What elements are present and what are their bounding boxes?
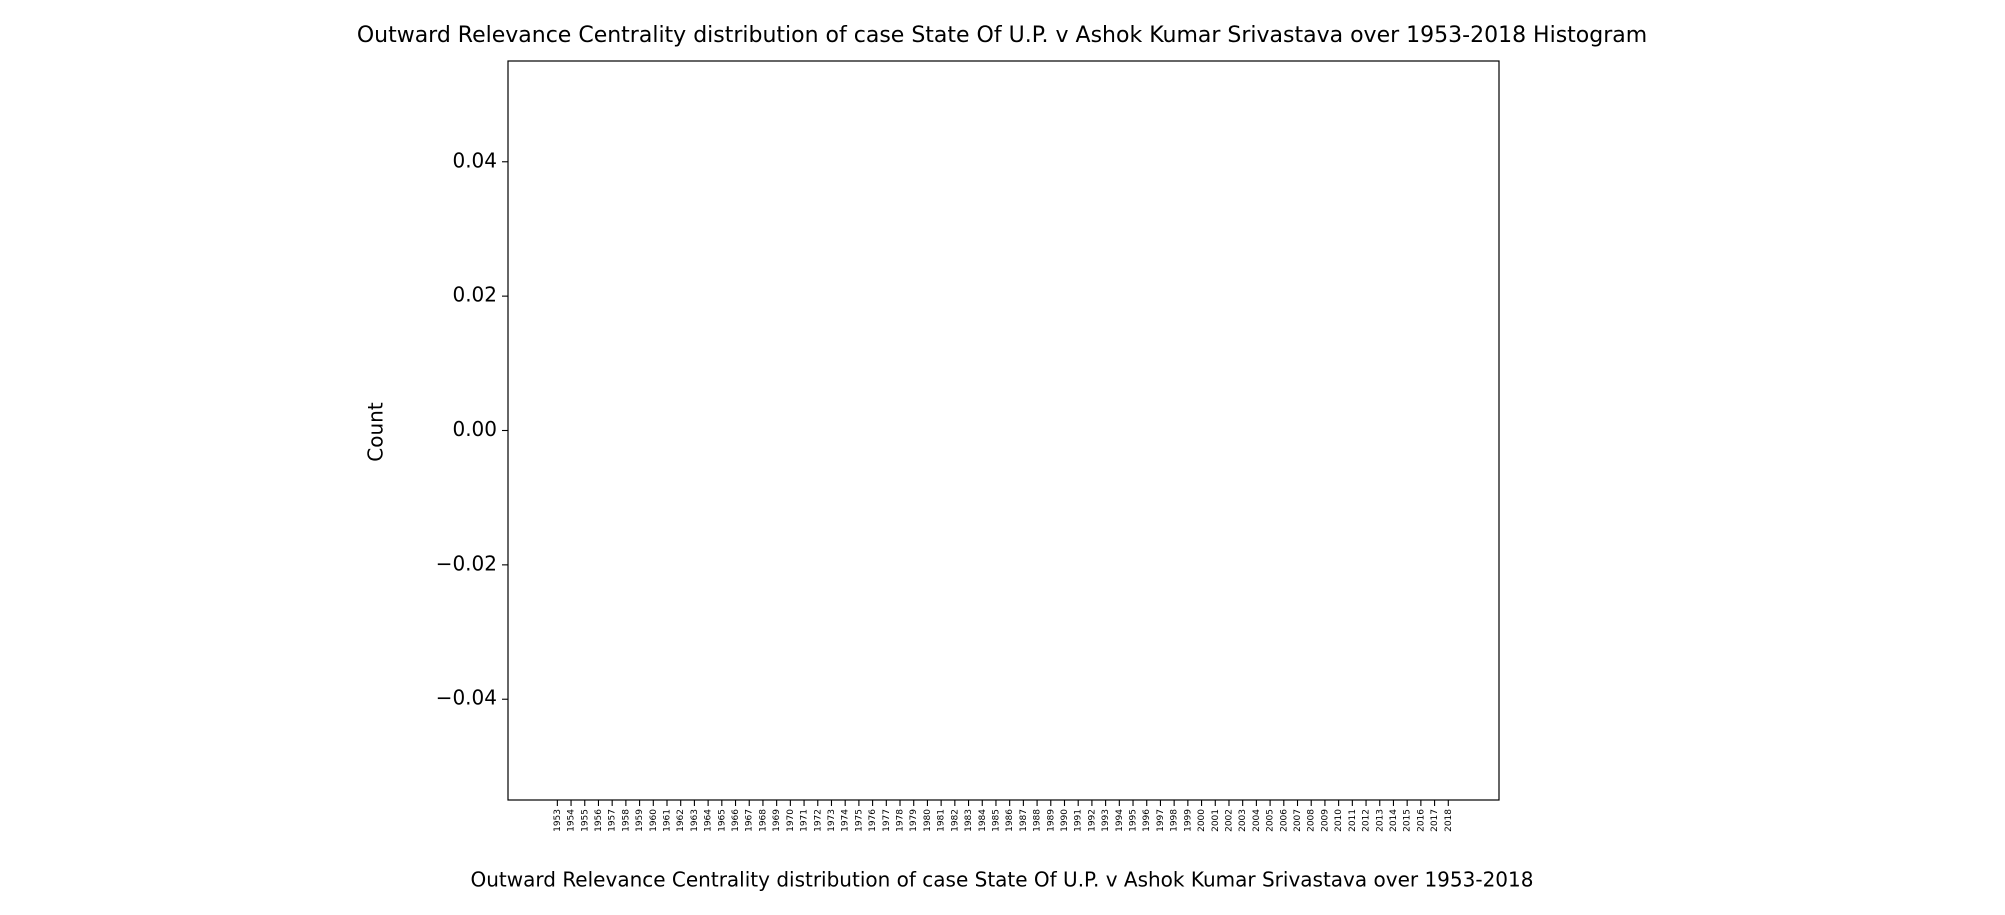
x-tick-label: 1972 — [813, 809, 823, 832]
x-tick-label: 1955 — [580, 809, 590, 832]
x-tick-label: 2002 — [1224, 809, 1234, 832]
x-tick-label: 1982 — [950, 809, 960, 832]
x-tick-label: 1986 — [1005, 809, 1015, 832]
chart-title: Outward Relevance Centrality distributio… — [357, 23, 1647, 48]
x-tick-label: 1958 — [621, 809, 631, 832]
x-tick-label: 1987 — [1019, 809, 1029, 832]
x-tick-label: 1959 — [635, 809, 645, 832]
x-tick-label: 2010 — [1334, 809, 1344, 832]
x-tick-label: 1968 — [758, 809, 768, 832]
x-tick-label: 1983 — [964, 809, 974, 832]
x-tick-label: 1996 — [1142, 809, 1152, 832]
x-tick-label: 1980 — [923, 809, 933, 832]
x-tick-label: 1966 — [731, 809, 741, 832]
x-tick-label: 2005 — [1266, 809, 1276, 832]
x-tick-label: 1971 — [800, 809, 810, 832]
x-axis-label: Outward Relevance Centrality distributio… — [471, 868, 1534, 892]
x-tick-label: 2009 — [1320, 809, 1330, 832]
x-tick-label: 1973 — [827, 809, 837, 832]
x-tick-label: 2007 — [1293, 809, 1303, 832]
x-tick-label: 2004 — [1252, 809, 1262, 832]
y-tick-label: −0.02 — [436, 551, 497, 575]
x-tick-label: 1962 — [676, 809, 686, 832]
x-tick-label: 2006 — [1279, 809, 1289, 832]
x-tick-label: 1953 — [553, 809, 563, 832]
x-tick-label: 1981 — [937, 809, 947, 832]
x-tick-label: 1956 — [594, 809, 604, 832]
x-tick-label: 2016 — [1416, 809, 1426, 832]
x-tick-label: 1989 — [1046, 809, 1056, 832]
x-tick-label: 1990 — [1060, 809, 1070, 832]
x-tick-label: 1977 — [882, 809, 892, 832]
x-tick-label: 2013 — [1375, 809, 1385, 832]
x-tick-label: 2018 — [1444, 809, 1454, 832]
x-tick-label: 1993 — [1101, 809, 1111, 832]
x-tick-label: 1991 — [1074, 809, 1084, 832]
x-tick-label: 1969 — [772, 809, 782, 832]
x-tick-label: 1976 — [868, 809, 878, 832]
x-tick-label: 1954 — [567, 809, 577, 832]
x-tick-label: 1985 — [991, 809, 1001, 832]
y-axis-label: Count — [364, 402, 388, 462]
x-tick-label: 1998 — [1170, 809, 1180, 832]
x-tick-label: 2001 — [1211, 809, 1221, 832]
y-tick-label: 0.02 — [452, 283, 497, 307]
x-tick-label: 1995 — [1129, 809, 1139, 832]
y-tick-label: 0.00 — [452, 417, 497, 441]
x-tick-label: 1992 — [1087, 809, 1097, 832]
x-tick-label: 1999 — [1183, 809, 1193, 832]
x-tick-label: 1997 — [1156, 809, 1166, 832]
x-tick-label: 1967 — [745, 809, 755, 832]
x-tick-label: 2017 — [1430, 809, 1440, 832]
x-tick-label: 2015 — [1403, 809, 1413, 832]
x-tick-label: 2000 — [1197, 809, 1207, 832]
x-tick-label: 2008 — [1307, 809, 1317, 832]
x-tick-label: 2014 — [1389, 809, 1399, 832]
x-tick-label: 1961 — [662, 809, 672, 832]
x-tick-label: 2003 — [1238, 809, 1248, 832]
x-tick-label: 1970 — [786, 809, 796, 832]
x-tick-label: 1975 — [854, 809, 864, 832]
x-tick-label: 1979 — [909, 809, 919, 832]
x-tick-label: 1960 — [649, 809, 659, 832]
x-tick-label: 1978 — [896, 809, 906, 832]
y-tick-label: 0.04 — [452, 148, 497, 172]
x-tick-label: 2011 — [1348, 809, 1358, 832]
x-tick-label: 1957 — [608, 809, 618, 832]
x-tick-label: 2012 — [1362, 809, 1372, 832]
x-tick-label: 1988 — [1033, 809, 1043, 832]
x-tick-label: 1974 — [841, 809, 851, 832]
y-tick-label: −0.04 — [436, 686, 497, 710]
x-tick-label: 1964 — [704, 809, 714, 832]
x-tick-label: 1984 — [978, 809, 988, 832]
x-tick-label: 1994 — [1115, 809, 1125, 832]
x-tick-label: 1965 — [717, 809, 727, 832]
x-tick-label: 1963 — [690, 809, 700, 832]
